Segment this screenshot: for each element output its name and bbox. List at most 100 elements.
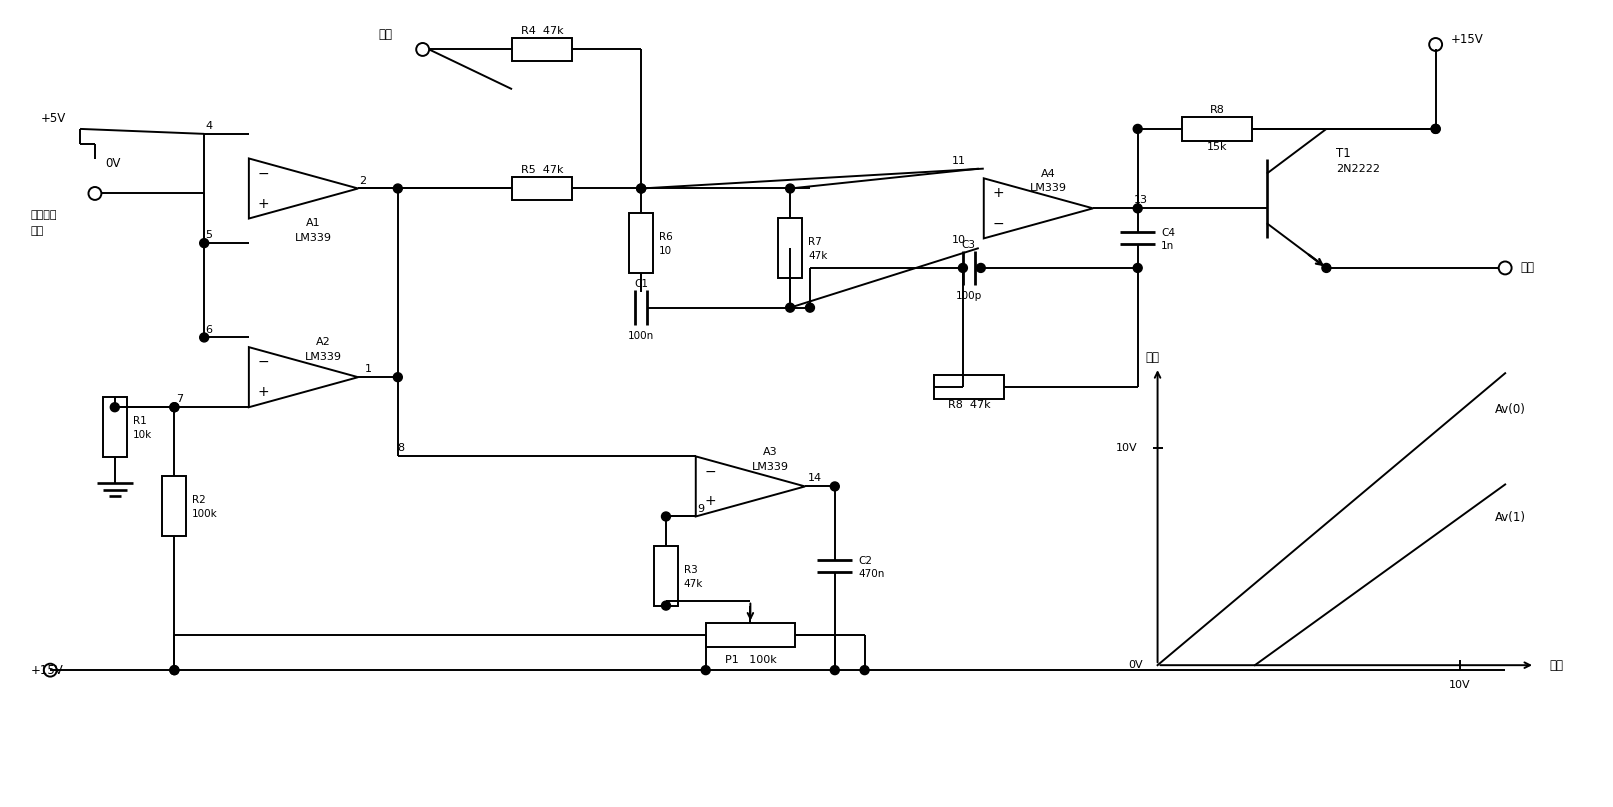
Circle shape: [1134, 263, 1142, 273]
Text: −: −: [258, 166, 269, 181]
Circle shape: [976, 263, 986, 273]
Text: A4: A4: [1040, 169, 1055, 178]
Text: LM339: LM339: [295, 233, 332, 243]
Text: −: −: [258, 355, 269, 369]
Text: 输出: 输出: [1145, 351, 1160, 364]
Circle shape: [1431, 124, 1440, 133]
Text: +: +: [258, 197, 269, 211]
Text: R3: R3: [684, 565, 697, 575]
Bar: [777, 218, 802, 278]
Text: +: +: [705, 495, 716, 508]
Circle shape: [394, 184, 402, 193]
Text: 10: 10: [660, 246, 673, 256]
Text: 100p: 100p: [957, 291, 982, 301]
Circle shape: [831, 666, 839, 675]
Text: 7: 7: [176, 395, 182, 404]
Text: LM339: LM339: [305, 353, 342, 362]
Bar: [163, 476, 185, 536]
Text: R5  47k: R5 47k: [521, 165, 563, 174]
Text: A1: A1: [306, 218, 321, 228]
Bar: [653, 546, 677, 605]
Text: 2N2222: 2N2222: [1336, 164, 1381, 174]
Circle shape: [200, 333, 208, 342]
Text: 输入: 输入: [1550, 659, 1565, 671]
Text: 11: 11: [952, 156, 966, 165]
Circle shape: [831, 482, 839, 491]
Circle shape: [860, 666, 869, 675]
Text: 47k: 47k: [808, 251, 827, 261]
Text: 10V: 10V: [1116, 443, 1137, 454]
Text: 14: 14: [808, 474, 823, 483]
Circle shape: [637, 184, 645, 193]
Circle shape: [200, 239, 208, 248]
Bar: [103, 397, 127, 457]
Circle shape: [110, 403, 119, 412]
Text: 13: 13: [1134, 195, 1148, 206]
Circle shape: [702, 666, 710, 675]
Text: 输入: 输入: [31, 226, 44, 236]
Text: 470n: 470n: [858, 569, 884, 579]
Text: 输出: 输出: [1519, 261, 1534, 274]
Bar: [511, 38, 571, 61]
Circle shape: [786, 303, 795, 312]
Text: −: −: [705, 464, 716, 479]
Text: Av(0): Av(0): [1495, 403, 1526, 416]
Circle shape: [169, 403, 179, 412]
Circle shape: [1323, 263, 1331, 273]
Circle shape: [169, 403, 179, 412]
Text: 1: 1: [365, 364, 371, 374]
Text: 0V: 0V: [105, 157, 121, 170]
Text: C2: C2: [858, 556, 873, 566]
Text: −: −: [994, 216, 1005, 230]
Circle shape: [1134, 204, 1142, 213]
Text: 100n: 100n: [627, 331, 655, 341]
Bar: [511, 177, 571, 200]
Text: R1: R1: [132, 416, 147, 426]
Text: 9: 9: [697, 504, 705, 513]
Circle shape: [805, 303, 815, 312]
Text: 输入: 输入: [379, 28, 394, 41]
Circle shape: [637, 184, 645, 193]
Circle shape: [786, 184, 795, 193]
Circle shape: [661, 601, 671, 610]
Circle shape: [169, 666, 179, 675]
Text: 1n: 1n: [1161, 241, 1174, 251]
Text: A2: A2: [316, 337, 331, 348]
Text: 10V: 10V: [1448, 680, 1471, 690]
Text: +15V: +15V: [31, 663, 63, 676]
Text: 47k: 47k: [684, 579, 703, 589]
Text: C4: C4: [1161, 228, 1174, 238]
Circle shape: [958, 263, 968, 273]
Text: 10: 10: [952, 235, 966, 245]
Text: 6: 6: [205, 324, 213, 335]
Text: Av(1): Av(1): [1495, 512, 1526, 525]
Text: R8  47k: R8 47k: [947, 400, 990, 410]
Text: 5: 5: [205, 230, 213, 240]
Circle shape: [394, 373, 402, 382]
Circle shape: [1431, 124, 1440, 133]
Text: R8: R8: [1210, 105, 1224, 115]
Bar: [934, 375, 1003, 399]
Circle shape: [661, 512, 671, 521]
Bar: [706, 624, 795, 647]
Text: C3: C3: [961, 240, 976, 249]
Text: 10k: 10k: [132, 430, 152, 440]
Text: 2: 2: [360, 176, 366, 186]
Bar: [629, 213, 653, 273]
Circle shape: [169, 666, 179, 675]
Text: 逻辑指令: 逻辑指令: [31, 211, 56, 220]
Text: LM339: LM339: [752, 462, 789, 471]
Text: 0V: 0V: [1127, 660, 1142, 670]
Text: T1: T1: [1336, 147, 1352, 161]
Text: +15V: +15V: [1450, 33, 1484, 46]
Text: 15k: 15k: [1207, 142, 1227, 152]
Text: +5V: +5V: [40, 112, 66, 125]
Text: 4: 4: [205, 121, 213, 131]
Text: +: +: [994, 186, 1005, 200]
Text: R7: R7: [808, 237, 821, 247]
Text: R4  47k: R4 47k: [521, 26, 563, 36]
Text: A3: A3: [763, 446, 777, 457]
Text: LM339: LM339: [1029, 183, 1066, 194]
Bar: [1182, 117, 1252, 140]
Text: R6: R6: [660, 232, 673, 242]
